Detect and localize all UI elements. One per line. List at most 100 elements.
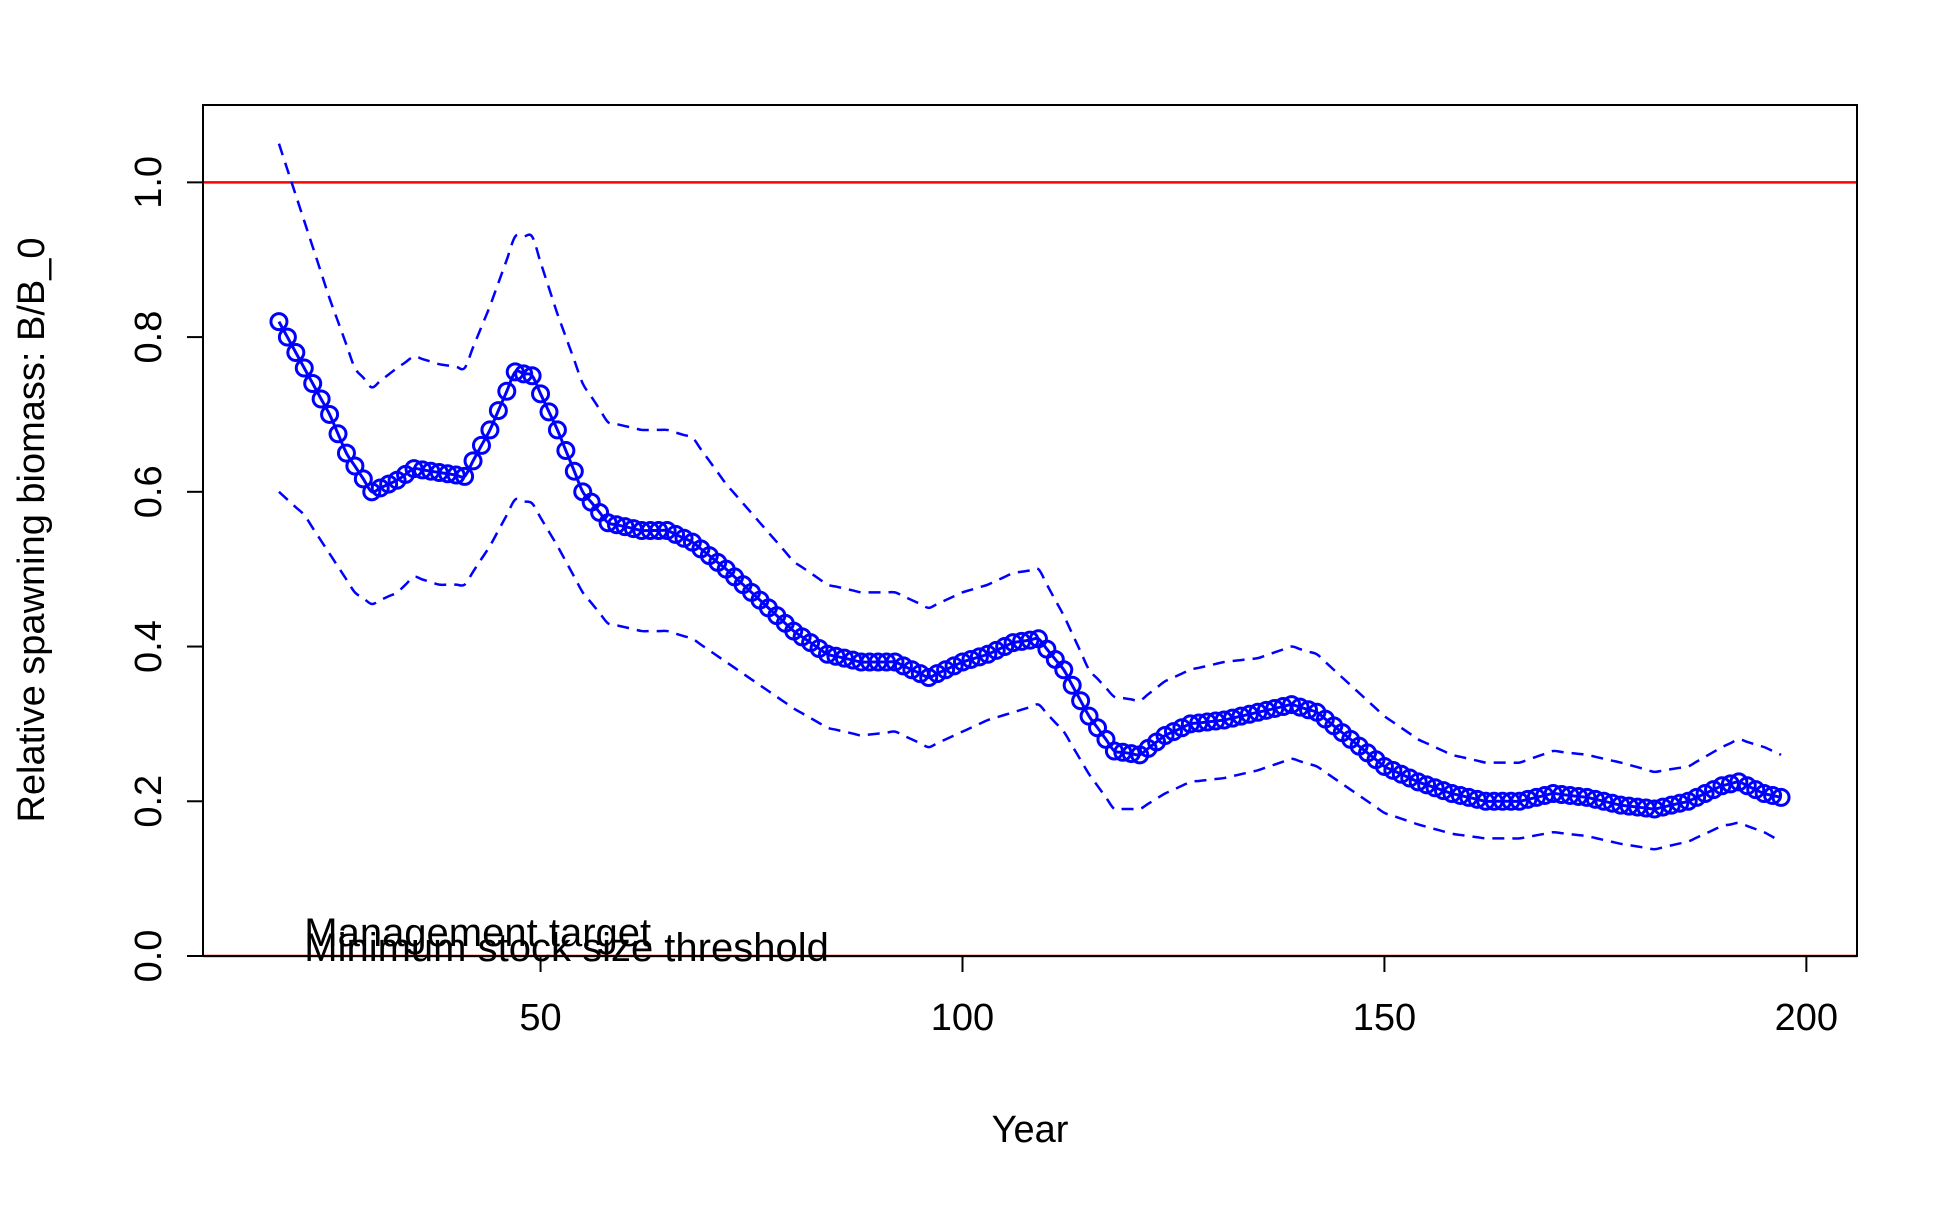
y-axis-title: Relative spawning biomass: B/B_0 — [11, 237, 53, 822]
estimate-point-8 — [336, 443, 356, 463]
axes — [202, 104, 1858, 957]
annotation-label: Management target — [304, 911, 651, 955]
estimate-point-164 — [1653, 797, 1673, 817]
x-axis-ticks: 50 100 150 200 — [519, 955, 1838, 1039]
annotation-label: Minimum stock size threshold — [304, 926, 829, 970]
estimate-point-66 — [826, 646, 846, 666]
y-tick-label: 0.4 — [128, 620, 170, 673]
estimate-point-65 — [817, 644, 837, 664]
estimate-point-35 — [564, 461, 584, 481]
estimate-point-89 — [1020, 630, 1040, 650]
estimate-point-3 — [294, 358, 314, 378]
estimate-point-116 — [1248, 702, 1268, 722]
upper-interval-line — [277, 143, 1782, 774]
estimate-point-40 — [607, 515, 626, 535]
estimate-point-34 — [556, 441, 576, 461]
estimate-point-45 — [649, 521, 669, 540]
estimate-point-136 — [1417, 775, 1437, 795]
estimate-point-135 — [1408, 772, 1428, 792]
estimate-point-72 — [877, 652, 897, 672]
estimate-point-138 — [1434, 781, 1453, 801]
estimate-point-7 — [328, 424, 348, 444]
reference-lines — [203, 181, 1857, 958]
x-tick-label: 150 — [1353, 997, 1416, 1039]
estimate-point-94 — [1062, 675, 1082, 695]
estimate-point-30 — [522, 366, 542, 386]
estimate-point-23 — [463, 451, 483, 471]
estimate-point-33 — [547, 420, 567, 440]
y-tick-label: 0.2 — [128, 775, 170, 828]
estimate-point-141 — [1459, 787, 1479, 807]
estimate-point-148 — [1518, 789, 1538, 809]
estimate-point-31 — [531, 384, 551, 404]
y-tick-label: 0.6 — [128, 465, 170, 518]
estimate-point-178 — [1771, 787, 1791, 807]
estimate-point-163 — [1644, 799, 1664, 819]
estimate-point-113 — [1223, 708, 1243, 728]
estimate-point-157 — [1594, 791, 1614, 811]
estimate-point-121 — [1290, 697, 1310, 717]
estimate-point-122 — [1298, 700, 1318, 720]
estimate-point-83 — [969, 647, 989, 667]
estimate-point-29 — [514, 364, 534, 384]
series-layer — [269, 143, 1791, 851]
estimate-point-10 — [353, 469, 373, 489]
estimate-point-137 — [1425, 778, 1445, 798]
estimate-point-25 — [480, 420, 500, 440]
estimate-point-118 — [1265, 698, 1285, 718]
x-axis-title: Year — [992, 1109, 1069, 1151]
estimate-point-139 — [1442, 784, 1462, 804]
estimate-point-176 — [1754, 784, 1774, 804]
plot-frame — [202, 104, 1858, 957]
x-tick-label: 100 — [931, 997, 994, 1039]
estimate-point-171 — [1712, 776, 1732, 796]
estimate-point-120 — [1282, 695, 1302, 715]
estimate-point-101 — [1121, 744, 1141, 764]
estimate-point-177 — [1763, 785, 1783, 805]
estimate-point-6 — [320, 404, 340, 424]
estimate-point-1 — [277, 327, 297, 347]
x-tick-label: 50 — [519, 997, 561, 1039]
estimate-point-81 — [952, 652, 972, 672]
estimate-point-117 — [1256, 700, 1276, 720]
estimate-point-32 — [539, 402, 559, 422]
estimate-point-95 — [1071, 691, 1091, 711]
y-tick-label: 0.8 — [128, 311, 170, 364]
estimate-point-4 — [303, 374, 323, 394]
estimate-point-39 — [598, 513, 618, 533]
lower-interval-line — [278, 490, 1782, 851]
estimate-point-26 — [488, 401, 508, 421]
estimate-point-93 — [1054, 660, 1074, 680]
estimate-point-115 — [1239, 704, 1259, 724]
estimate-point-0 — [269, 312, 289, 332]
estimate-point-112 — [1214, 710, 1234, 730]
estimate-point-21 — [446, 465, 466, 485]
estimate-point-41 — [615, 517, 635, 537]
y-tick-label: 1.0 — [128, 156, 170, 209]
estimate-point-140 — [1450, 785, 1470, 805]
estimate-point-82 — [961, 649, 981, 669]
estimate-point-147 — [1509, 791, 1529, 811]
estimate-point-165 — [1661, 795, 1681, 815]
estimate-points — [269, 312, 1791, 819]
estimate-point-28 — [505, 362, 525, 382]
y-axis-ticks: 0.0 0.2 0.4 0.6 0.8 1.0 — [128, 156, 203, 982]
x-tick-label: 200 — [1775, 997, 1838, 1039]
estimate-point-166 — [1670, 793, 1690, 813]
estimate-point-67 — [834, 648, 854, 668]
estimate-point-27 — [497, 381, 517, 401]
estimate-point-24 — [471, 435, 491, 455]
estimate-point-2 — [286, 343, 306, 363]
y-tick-label: 0.0 — [128, 930, 170, 983]
estimate-point-5 — [311, 389, 331, 409]
estimate-point-155 — [1577, 787, 1597, 807]
estimate-point-22 — [455, 466, 475, 486]
estimate-point-114 — [1231, 706, 1251, 726]
estimate-point-9 — [345, 456, 365, 476]
estimate-line — [277, 320, 1782, 811]
estimate-point-156 — [1585, 789, 1605, 809]
estimate-point-149 — [1526, 787, 1546, 807]
